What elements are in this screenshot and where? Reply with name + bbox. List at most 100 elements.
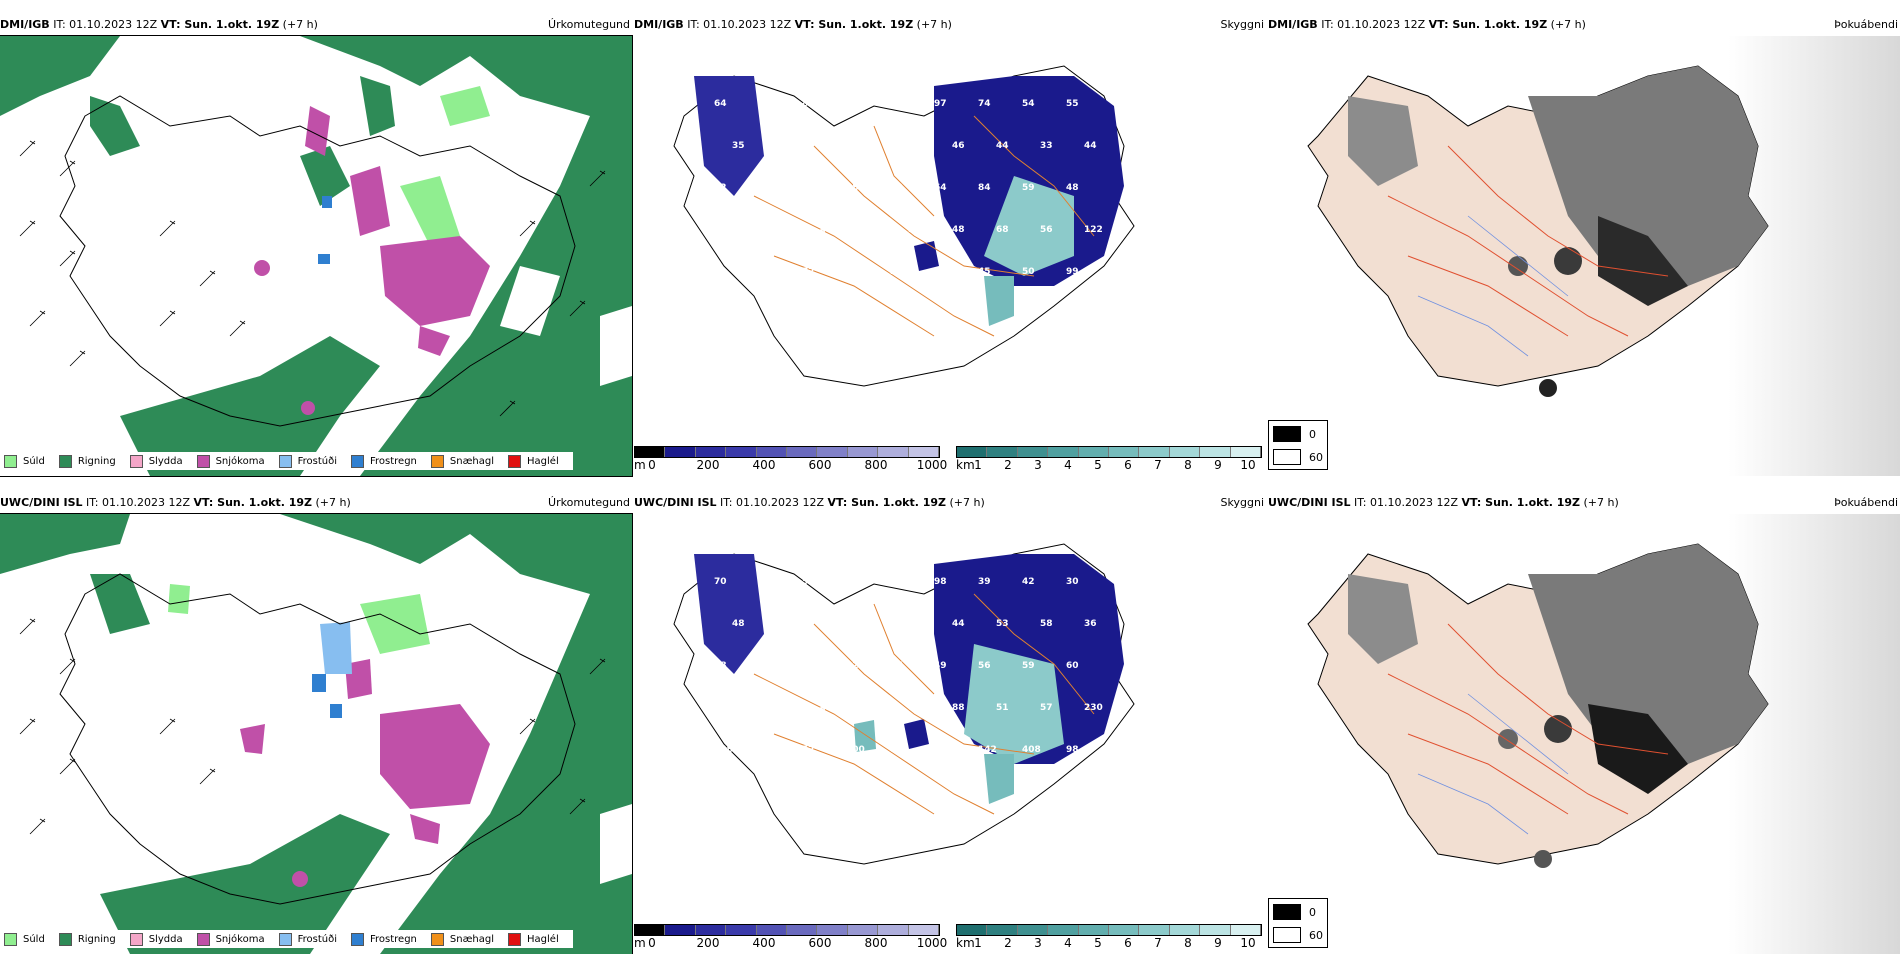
scale-tick-label: 4	[1064, 458, 1072, 472]
ceiling-value-label: 30	[1066, 577, 1079, 587]
model-name: DMI/IGB	[0, 18, 50, 31]
panel-precip-type-uwc: UWC/DINI ISL IT: 01.10.2023 12Z VT: Sun.…	[0, 492, 633, 954]
legend-label: Súld	[23, 455, 45, 467]
valid-time: VT: Sun. 1.okt. 19Z	[193, 496, 313, 509]
lead-time: (+7 h)	[315, 496, 351, 509]
ceiling-value-label: 58	[890, 183, 903, 193]
scale-tick-label: 1	[974, 458, 982, 472]
precip-legend: Súld Rigning Slydda Snjókoma Frostúði Frostre…	[4, 452, 573, 470]
fog-legend-label: 60	[1309, 450, 1323, 464]
ceiling-value-label: 98	[934, 577, 947, 587]
ceiling-value-label: 55	[1066, 99, 1079, 109]
ceiling-value-label: 47	[758, 99, 771, 109]
legend-swatch	[508, 932, 522, 946]
wind-barbs	[19, 140, 606, 417]
panel-ceiling-dmi: DMI/IGB IT: 01.10.2023 12Z VT: Sun. 1.ok…	[634, 14, 1266, 476]
ceiling-value-label: 59	[1022, 661, 1035, 671]
ceiling-value-label: 27	[802, 661, 815, 671]
precip-legend: Súld Rigning Slydda Snjókoma Frostúði Frostre…	[4, 930, 573, 948]
ceiling-value-label: 45	[820, 703, 833, 713]
legend-label: Súld	[23, 933, 45, 945]
legend-item: Snjókoma	[196, 454, 265, 468]
legend-swatch	[430, 454, 444, 468]
ceiling-value-label: 52	[802, 745, 815, 755]
scale-tick-label: 1000	[916, 936, 948, 950]
ceiling-value-label: 35	[732, 141, 745, 151]
ceiling-value-label: 98	[846, 577, 859, 587]
ceiling-value-label: 122	[1084, 225, 1103, 235]
precip-map	[0, 513, 633, 954]
ceiling-value-label: 37	[758, 661, 771, 671]
scale-tick-label: 4	[1064, 936, 1072, 950]
scale-color-step	[1169, 447, 1201, 457]
init-time: IT: 01.10.2023 12Z	[1354, 496, 1459, 509]
ceiling-value-label: 60	[1066, 661, 1079, 671]
scale-color-step	[1017, 925, 1049, 935]
freezing-rain-areas	[318, 196, 332, 264]
ceiling-value-label: 70	[714, 577, 727, 587]
fog-legend: 0 60	[1268, 420, 1328, 470]
fog-legend-swatch	[1273, 449, 1301, 465]
ceiling-value-label: 55	[908, 225, 921, 235]
panel-title: Þokuábendi	[1834, 496, 1898, 509]
legend-item: Frostúði	[278, 932, 337, 946]
scale-tick-label: 3	[1034, 458, 1042, 472]
legend-swatch	[351, 454, 364, 468]
ceiling-value-label: 48	[714, 661, 727, 671]
legend-label: Haglél	[527, 455, 559, 467]
ceiling-value-label: 46	[820, 225, 833, 235]
scale-color-step	[1230, 447, 1262, 457]
ceiling-value-label: 35	[864, 619, 877, 629]
legend-item: Frostúði	[278, 454, 337, 468]
scale-color-step	[665, 925, 696, 935]
ceiling-value-label: 44	[952, 619, 965, 629]
fog-legend: 0 60	[1268, 898, 1328, 948]
ceiling-value-label: 49	[934, 661, 947, 671]
rain-areas	[0, 36, 632, 476]
ceiling-value-label: 71	[714, 267, 727, 277]
ceiling-value-label: 39	[820, 619, 833, 629]
scale-color-step	[1109, 925, 1140, 935]
scale-color-step	[1169, 925, 1201, 935]
scale-color-step	[908, 447, 940, 457]
valid-time: VT: Sun. 1.okt. 19Z	[160, 18, 280, 31]
precip-map	[0, 35, 633, 477]
legend-swatch	[196, 454, 210, 468]
scale-tick-label: 2	[1004, 458, 1012, 472]
ceiling-value-label: 89	[802, 99, 815, 109]
ceiling-value-label: 59	[1022, 183, 1035, 193]
ceiling-value-label: 71	[732, 225, 745, 235]
legend-swatch	[430, 932, 444, 946]
ceiling-value-label: 94	[934, 745, 947, 755]
legend-label: Snæhagl	[449, 933, 495, 945]
visibility-scale: km 1 2 3 4 5 6 7 8 9 10	[956, 924, 1262, 954]
ceiling-value-label: 42	[846, 661, 859, 671]
scale-color-step	[817, 447, 848, 457]
legend-item: Slydda	[129, 932, 183, 946]
legend-item: Súld	[4, 454, 45, 468]
init-time: IT: 01.10.2023 12Z	[53, 18, 158, 31]
scale-color-step	[908, 925, 940, 935]
legend-item: Haglél	[508, 454, 559, 468]
model-name: UWC/DINI ISL	[1268, 496, 1351, 509]
scale-unit: km	[956, 458, 975, 472]
lead-time: (+7 h)	[282, 18, 318, 31]
ceiling-value-label: 55	[758, 745, 771, 755]
legend-item: Haglél	[508, 932, 559, 946]
scale-color-step	[787, 447, 818, 457]
legend-label: Frostúði	[297, 455, 337, 467]
ceiling-value-label: 48	[952, 225, 965, 235]
model-name: UWC/DINI ISL	[634, 496, 717, 509]
scale-tick-label: 200	[696, 936, 720, 950]
legend-label: Frostúði	[297, 933, 337, 945]
scale-color-step	[726, 925, 757, 935]
ceiling-value-label: 62	[864, 703, 877, 713]
ceiling-value-label: 73	[732, 703, 745, 713]
fog-legend-label: 60	[1309, 928, 1323, 942]
panel-header: DMI/IGB IT: 01.10.2023 12Z VT: Sun. 1.ok…	[634, 14, 1266, 36]
ceiling-value-label: 56	[1040, 225, 1053, 235]
scale-color-step	[1048, 447, 1079, 457]
ceiling-value-label: 100	[846, 745, 865, 755]
model-name: DMI/IGB	[1268, 18, 1318, 31]
ceiling-value-label: 53	[864, 141, 877, 151]
